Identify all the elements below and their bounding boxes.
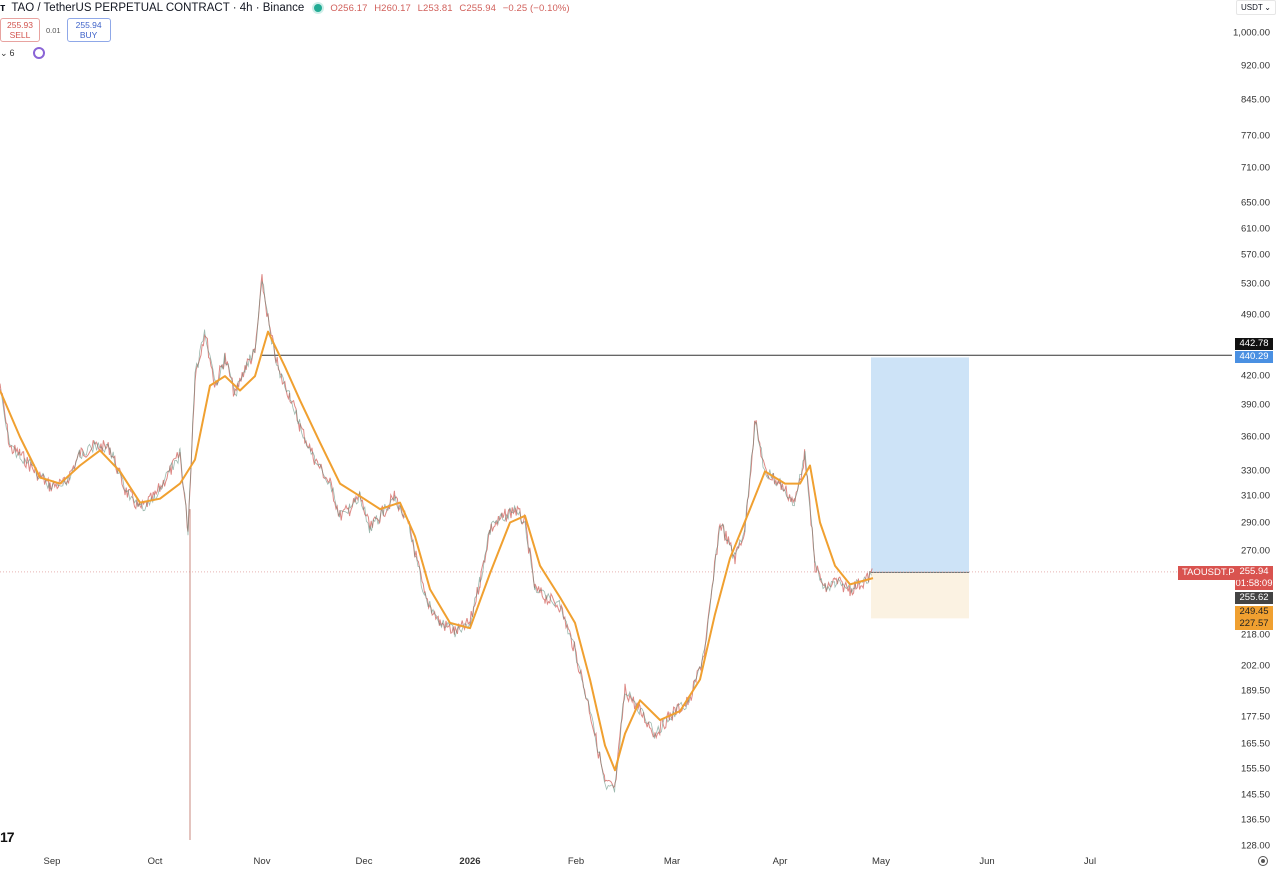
- time-tick-label: Jul: [1083, 856, 1097, 867]
- time-tick-label: Dec: [355, 856, 373, 867]
- currency-label: USDT: [1241, 3, 1263, 12]
- high-line-price-tag: 442.78: [1235, 338, 1273, 350]
- buy-price: 255.94: [75, 20, 102, 30]
- trade-panel: 255.93 SELL 0.01 255.94 BUY: [0, 18, 111, 42]
- ohlc-values: O256.17 H260.17 L253.81 C255.94 −0.25 (−…: [330, 3, 573, 14]
- symbol-price-tag: TAOUSDT.P: [1178, 566, 1239, 580]
- price-tick-label: 177.50: [1240, 711, 1270, 723]
- time-tick-label: 2026: [459, 856, 481, 867]
- price-tick-label: 490.00: [1240, 309, 1270, 321]
- target-zone[interactable]: [871, 357, 969, 573]
- stop-zone[interactable]: [871, 572, 969, 619]
- time-tick-label: Feb: [567, 856, 585, 867]
- candles-up: [0, 280, 872, 793]
- time-tick-label: Oct: [147, 856, 163, 867]
- indicators-collapse-button[interactable]: ⌄ 6: [0, 48, 15, 59]
- price-tick-label: 610.00: [1240, 223, 1270, 235]
- price-tick-label: 270.00: [1240, 545, 1270, 557]
- price-tick-label: 570.00: [1240, 249, 1270, 261]
- price-tick-label: 530.00: [1240, 278, 1270, 290]
- sell-label: SELL: [9, 30, 31, 40]
- high-value: H260.17: [374, 2, 411, 14]
- buy-button[interactable]: 255.94 BUY: [66, 18, 111, 42]
- change-value: −0.25 (−0.10%): [502, 2, 570, 14]
- price-tick-label: 165.50: [1240, 738, 1270, 750]
- chart-legend: ᴛ TAO / TetherUS PERPETUAL CONTRACT · 4h…: [0, 0, 574, 16]
- entry-price-tag: 255.62: [1235, 592, 1273, 604]
- price-tick-label: 290.00: [1240, 517, 1270, 529]
- time-tick-label: Mar: [663, 856, 681, 867]
- price-tick-label: 155.50: [1240, 763, 1270, 775]
- last-price-tag: 255.94 01:58:09: [1235, 566, 1273, 590]
- price-tick-label: 145.50: [1240, 789, 1270, 801]
- price-tick-label: 360.00: [1240, 431, 1270, 443]
- price-tick-label: 420.00: [1240, 370, 1270, 382]
- price-tick-label: 845.00: [1240, 94, 1270, 106]
- price-tick-label: 920.00: [1240, 60, 1270, 72]
- chevron-down-icon: ⌄: [1264, 3, 1271, 12]
- time-tick-label: Apr: [772, 856, 788, 867]
- price-tick-label: 650.00: [1240, 197, 1270, 209]
- settings-icon[interactable]: [1258, 856, 1268, 866]
- low-value: L253.81: [417, 2, 453, 14]
- open-value: O256.17: [330, 2, 368, 14]
- price-tick-label: 330.00: [1240, 465, 1270, 477]
- sell-price: 255.93: [7, 20, 33, 30]
- close-value: C255.94: [459, 2, 497, 14]
- sync-icon[interactable]: [32, 47, 45, 59]
- chevron-down-icon: ⌄: [0, 47, 8, 58]
- sell-button[interactable]: 255.93 SELL: [0, 18, 40, 42]
- ema-line: [0, 330, 874, 772]
- time-tick-label: Jun: [979, 856, 995, 867]
- buy-label: BUY: [79, 30, 98, 40]
- price-tick-label: 136.50: [1240, 814, 1270, 826]
- price-tick-label: 710.00: [1240, 162, 1270, 174]
- time-tick-label: May: [872, 856, 890, 867]
- price-tick-label: 128.00: [1240, 840, 1270, 852]
- tradingview-logo-icon[interactable]: 17: [0, 829, 15, 845]
- indicator-count: 6: [9, 48, 15, 58]
- price-tick-label: 770.00: [1240, 130, 1270, 142]
- market-status-dot-icon: [314, 4, 323, 12]
- price-tick-label: 202.00: [1240, 660, 1270, 671]
- price-tick-label: 390.00: [1240, 399, 1270, 411]
- spread-value: 0.01: [46, 25, 61, 35]
- time-tick-label: Sep: [43, 856, 61, 867]
- symbol-title[interactable]: TAO / TetherUS PERPETUAL CONTRACT · 4h ·…: [11, 2, 305, 14]
- tradingview-logo-icon: ᴛ: [0, 2, 6, 14]
- price-tick-label: 218.00: [1240, 629, 1270, 641]
- price-tick-label: 189.50: [1240, 685, 1270, 697]
- price-tick-label: 310.00: [1240, 490, 1270, 502]
- stop-price-tag: 249.45 227.57: [1235, 606, 1273, 630]
- price-tick-label: 1,000.00: [1233, 27, 1270, 39]
- indicator-row: ⌄ 6: [0, 47, 45, 59]
- time-tick-label: Nov: [253, 856, 271, 867]
- target-price-tag: 440.29: [1235, 351, 1273, 363]
- currency-selector[interactable]: USDT ⌄: [1236, 0, 1276, 15]
